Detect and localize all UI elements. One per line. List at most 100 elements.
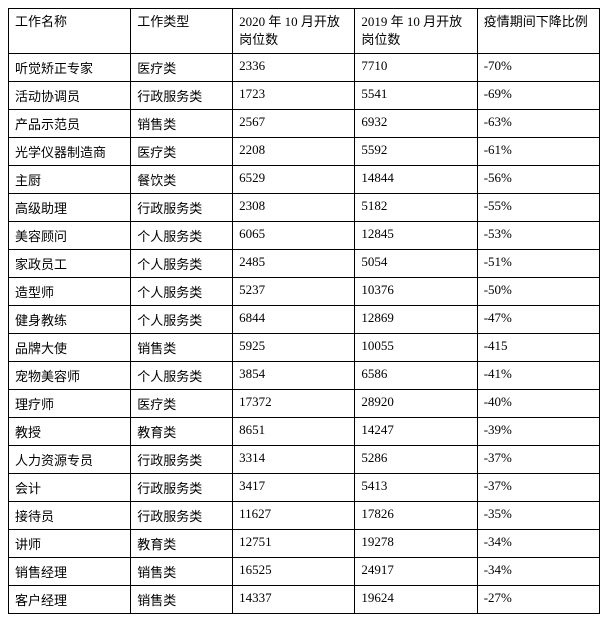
table-cell: 6065	[233, 222, 355, 250]
table-body: 听觉矫正专家医疗类23367710-70%活动协调员行政服务类17235541-…	[9, 54, 600, 614]
table-cell: 6586	[355, 362, 477, 390]
table-cell: 14247	[355, 418, 477, 446]
table-cell: 接待员	[9, 502, 131, 530]
table-row: 高级助理行政服务类23085182-55%	[9, 194, 600, 222]
table-cell: 个人服务类	[131, 306, 233, 334]
table-cell: -56%	[477, 166, 599, 194]
table-cell: 健身教练	[9, 306, 131, 334]
col-2020-openings: 2020 年 10 月开放岗位数	[233, 9, 355, 54]
table-header: 工作名称 工作类型 2020 年 10 月开放岗位数 2019 年 10 月开放…	[9, 9, 600, 54]
table-cell: 16525	[233, 558, 355, 586]
table-cell: 14844	[355, 166, 477, 194]
table-cell: 12845	[355, 222, 477, 250]
table-row: 接待员行政服务类1162717826-35%	[9, 502, 600, 530]
table-cell: 28920	[355, 390, 477, 418]
table-cell: -34%	[477, 558, 599, 586]
table-cell: 人力资源专员	[9, 446, 131, 474]
table-row: 教授教育类865114247-39%	[9, 418, 600, 446]
table-row: 主厨餐饮类652914844-56%	[9, 166, 600, 194]
table-cell: 2308	[233, 194, 355, 222]
table-cell: -34%	[477, 530, 599, 558]
table-cell: 5237	[233, 278, 355, 306]
table-cell: -61%	[477, 138, 599, 166]
table-cell: -37%	[477, 446, 599, 474]
table-cell: -37%	[477, 474, 599, 502]
table-cell: 2485	[233, 250, 355, 278]
table-cell: 行政服务类	[131, 82, 233, 110]
table-cell: 3417	[233, 474, 355, 502]
table-cell: 活动协调员	[9, 82, 131, 110]
table-cell: 5413	[355, 474, 477, 502]
table-row: 光学仪器制造商医疗类22085592-61%	[9, 138, 600, 166]
table-cell: 医疗类	[131, 54, 233, 82]
table-cell: 造型师	[9, 278, 131, 306]
table-cell: 听觉矫正专家	[9, 54, 131, 82]
header-row: 工作名称 工作类型 2020 年 10 月开放岗位数 2019 年 10 月开放…	[9, 9, 600, 54]
table-cell: 5541	[355, 82, 477, 110]
table-cell: 销售类	[131, 110, 233, 138]
table-row: 宠物美容师个人服务类38546586-41%	[9, 362, 600, 390]
table-cell: 6932	[355, 110, 477, 138]
table-row: 活动协调员行政服务类17235541-69%	[9, 82, 600, 110]
col-2019-openings: 2019 年 10 月开放岗位数	[355, 9, 477, 54]
table-cell: -63%	[477, 110, 599, 138]
table-cell: -51%	[477, 250, 599, 278]
table-row: 听觉矫正专家医疗类23367710-70%	[9, 54, 600, 82]
col-job-name: 工作名称	[9, 9, 131, 54]
table-cell: -55%	[477, 194, 599, 222]
table-cell: 行政服务类	[131, 502, 233, 530]
table-cell: 家政员工	[9, 250, 131, 278]
table-row: 销售经理销售类1652524917-34%	[9, 558, 600, 586]
table-cell: -27%	[477, 586, 599, 614]
table-cell: -41%	[477, 362, 599, 390]
table-cell: 医疗类	[131, 390, 233, 418]
table-cell: 17826	[355, 502, 477, 530]
table-cell: 19624	[355, 586, 477, 614]
table-cell: 6529	[233, 166, 355, 194]
table-cell: 14337	[233, 586, 355, 614]
table-cell: 教育类	[131, 530, 233, 558]
table-row: 家政员工个人服务类24855054-51%	[9, 250, 600, 278]
table-cell: 销售类	[131, 334, 233, 362]
table-cell: 会计	[9, 474, 131, 502]
table-cell: 5054	[355, 250, 477, 278]
table-cell: 宠物美容师	[9, 362, 131, 390]
table-cell: 7710	[355, 54, 477, 82]
col-job-type: 工作类型	[131, 9, 233, 54]
table-row: 美容顾问个人服务类606512845-53%	[9, 222, 600, 250]
table-cell: 17372	[233, 390, 355, 418]
table-row: 理疗师医疗类1737228920-40%	[9, 390, 600, 418]
table-cell: 个人服务类	[131, 362, 233, 390]
table-row: 客户经理销售类1433719624-27%	[9, 586, 600, 614]
table-row: 会计行政服务类34175413-37%	[9, 474, 600, 502]
table-row: 健身教练个人服务类684412869-47%	[9, 306, 600, 334]
table-cell: 5592	[355, 138, 477, 166]
table-cell: 客户经理	[9, 586, 131, 614]
table-cell: 6844	[233, 306, 355, 334]
table-cell: 品牌大使	[9, 334, 131, 362]
table-cell: 个人服务类	[131, 250, 233, 278]
table-cell: 12869	[355, 306, 477, 334]
table-cell: 19278	[355, 530, 477, 558]
table-cell: -35%	[477, 502, 599, 530]
table-cell: -70%	[477, 54, 599, 82]
table-cell: 个人服务类	[131, 278, 233, 306]
table-cell: 讲师	[9, 530, 131, 558]
col-decline-ratio: 疫情期间下降比例	[477, 9, 599, 54]
table-cell: -40%	[477, 390, 599, 418]
table-cell: 销售类	[131, 586, 233, 614]
table-cell: 医疗类	[131, 138, 233, 166]
table-cell: 1723	[233, 82, 355, 110]
table-cell: -50%	[477, 278, 599, 306]
table-cell: -69%	[477, 82, 599, 110]
table-cell: -39%	[477, 418, 599, 446]
jobs-table: 工作名称 工作类型 2020 年 10 月开放岗位数 2019 年 10 月开放…	[8, 8, 600, 614]
table-cell: 行政服务类	[131, 446, 233, 474]
table-cell: 教育类	[131, 418, 233, 446]
table-cell: 3314	[233, 446, 355, 474]
table-cell: 8651	[233, 418, 355, 446]
table-cell: 理疗师	[9, 390, 131, 418]
table-cell: 餐饮类	[131, 166, 233, 194]
table-cell: 10055	[355, 334, 477, 362]
table-cell: 行政服务类	[131, 474, 233, 502]
